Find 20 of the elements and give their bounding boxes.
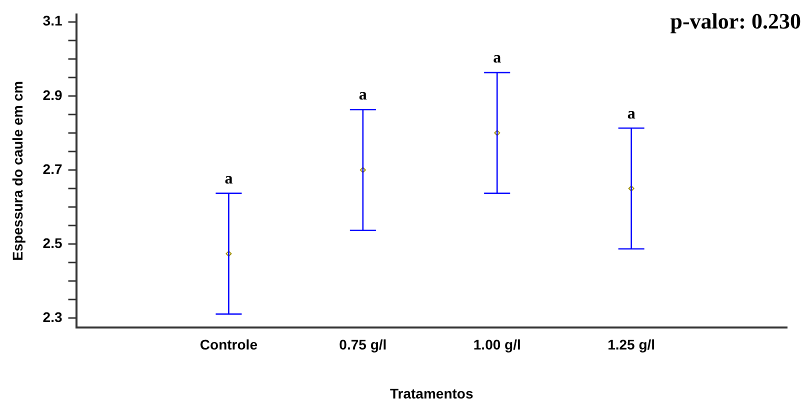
point: [494, 130, 500, 136]
annotation: a: [493, 50, 502, 67]
point: [360, 166, 366, 173]
annotation: a: [224, 170, 233, 188]
x-tick-label: 1.00 g/l: [473, 336, 521, 353]
annotation: a: [627, 105, 636, 122]
annotation: p-valor: 0.230: [670, 8, 801, 34]
x-tick-label: 1.25 g/l: [608, 336, 656, 353]
point: [226, 250, 232, 257]
x-axis-title: Tratamentos: [390, 385, 474, 402]
y-tick-label: 2.5: [42, 234, 62, 251]
y-tick-label: 2.7: [42, 160, 62, 177]
x-tick-label: Controle: [200, 336, 258, 353]
x-tick-label: 0.75 g/l: [339, 336, 387, 353]
y-tick-label: 3.1: [42, 12, 62, 29]
y-tick-label: 2.9: [42, 86, 62, 103]
annotation: a: [358, 86, 367, 104]
y-tick-label: 2.3: [42, 309, 62, 325]
point: [628, 185, 634, 192]
y-axis-title: Espessura do caule em cm: [9, 81, 26, 261]
